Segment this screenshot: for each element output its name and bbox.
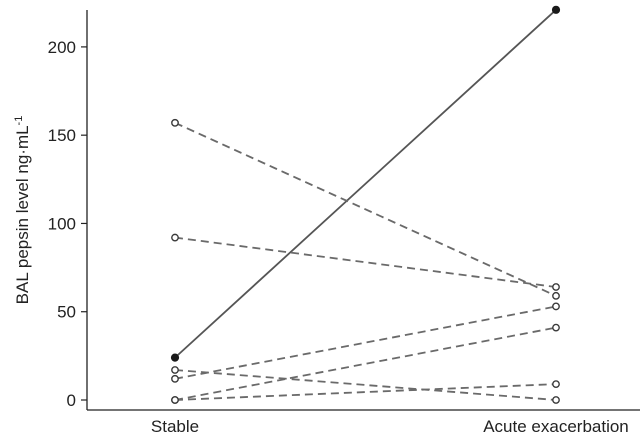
- x-tick-label-stable: Stable: [151, 417, 199, 436]
- series-line: [174, 369, 557, 401]
- series-line: [174, 326, 557, 401]
- data-point: [171, 366, 179, 374]
- data-point: [171, 233, 179, 242]
- y-axis-title-text: BAL pepsin level ng·mL: [13, 125, 32, 304]
- y-tick-label: 100: [48, 214, 76, 233]
- data-point: [171, 396, 179, 404]
- data-point: [552, 380, 560, 389]
- series-line: [174, 121, 557, 297]
- series-line: [174, 9, 557, 359]
- series-0: [170, 5, 561, 362]
- series-5: [171, 323, 560, 404]
- data-point: [170, 353, 180, 362]
- data-point: [552, 323, 560, 332]
- data-point: [551, 5, 561, 14]
- axes: [86, 10, 640, 411]
- y-axis-title-superscript: -1: [13, 116, 25, 126]
- series: [170, 5, 561, 404]
- y-tick-label: 0: [67, 391, 76, 410]
- y-tick-label: 150: [48, 126, 76, 145]
- data-point: [552, 291, 560, 300]
- x-ticks: Stable Acute exacerbation: [151, 417, 629, 436]
- series-4: [171, 302, 560, 383]
- series-line: [174, 305, 557, 380]
- data-point: [171, 118, 179, 127]
- series-line: [174, 383, 557, 401]
- y-ticks: 0 50 100 150 200: [48, 38, 87, 410]
- data-point: [552, 283, 560, 291]
- series-line: [174, 236, 557, 288]
- series-1: [171, 118, 560, 300]
- series-3: [171, 366, 560, 404]
- series-6: [171, 380, 560, 404]
- x-tick-label-acute-exacerbation: Acute exacerbation: [483, 417, 629, 436]
- y-axis-title: BAL pepsin level ng·mL-1: [13, 116, 32, 305]
- data-point: [552, 302, 560, 311]
- y-tick-label: 50: [57, 303, 76, 322]
- series-2: [171, 233, 560, 291]
- y-tick-label: 200: [48, 38, 76, 57]
- data-point: [552, 396, 560, 404]
- data-point: [171, 374, 179, 383]
